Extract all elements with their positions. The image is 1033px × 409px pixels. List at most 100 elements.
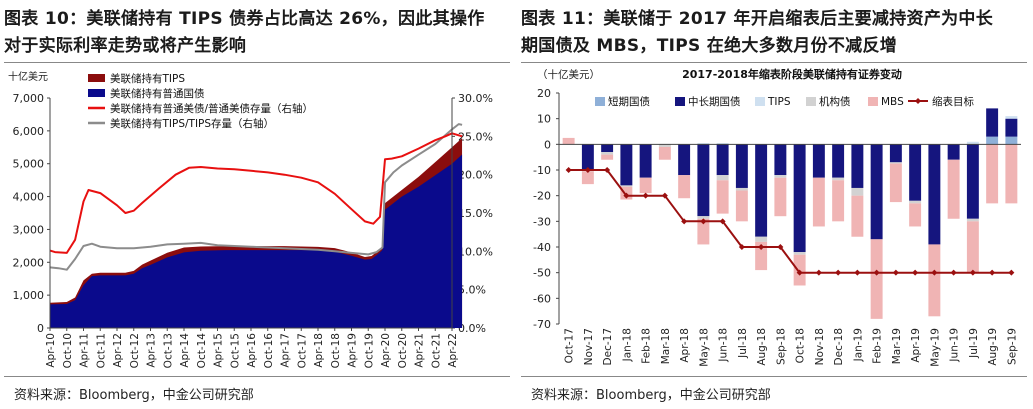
y-tick-label: -60 bbox=[533, 292, 551, 305]
left-y-tick-label: 1,000 bbox=[13, 289, 45, 302]
x-tick-label: Apr-21 bbox=[414, 333, 426, 368]
y-tick-label: -10 bbox=[533, 164, 551, 177]
left-y-tick-label: 0 bbox=[37, 322, 44, 335]
right-title-line2: 期国债及 MBS，TIPS 在绝大多数月份不减反增 bbox=[521, 36, 898, 56]
x-tick-label: Nov-17 bbox=[583, 328, 595, 365]
x-tick-label: Apr-17 bbox=[280, 333, 292, 368]
left-source-note: 资料来源：Bloomberg，中金公司研究部 bbox=[14, 388, 254, 403]
x-tick-label: Apr-12 bbox=[112, 333, 124, 368]
x-tick-label: Oct-17 bbox=[564, 328, 576, 363]
right-chart-subtitle: 2017-2018年缩表阶段美联储持有证券变动 bbox=[682, 67, 902, 81]
x-tick-label: Jan-18 bbox=[621, 328, 633, 362]
x-tick-label: Jun-18 bbox=[718, 328, 730, 363]
mid-long-term-bar bbox=[851, 144, 864, 188]
legend-label-tips: 美联储持有TIPS bbox=[110, 72, 185, 85]
left-area-chart: 十亿美元 0 1,000 2,000 3,000 4,000 5,000 6,000 7,000… bbox=[8, 70, 493, 368]
x-tick-label: Apr-16 bbox=[246, 333, 258, 368]
mbs-bar bbox=[697, 218, 710, 245]
mid-long-term-bar bbox=[735, 144, 748, 188]
tips-bar bbox=[697, 143, 710, 145]
agency-bar bbox=[851, 187, 864, 196]
legend-label-tips-bar: TIPS bbox=[767, 96, 791, 108]
legend-label-agency-bar: 机构债 bbox=[819, 95, 851, 108]
left-y-axis-label: 十亿美元 bbox=[8, 70, 48, 83]
right-y-tick-label: 0.0% bbox=[458, 322, 486, 335]
mbs-bar bbox=[889, 163, 902, 203]
taper-target-marker bbox=[931, 269, 938, 276]
legend-swatch-tips bbox=[88, 74, 105, 82]
right-y-tick-label: 30.0% bbox=[458, 92, 493, 105]
x-tick-label: Feb-18 bbox=[641, 328, 653, 364]
mbs-bar bbox=[928, 244, 941, 317]
mbs-bar bbox=[851, 195, 864, 237]
legend-swatch-tips-bar bbox=[755, 97, 765, 106]
right-y-tick-label: 10.0% bbox=[458, 245, 493, 258]
mid-long-term-bar bbox=[947, 144, 960, 160]
right-bar-chart: 2017-2018年缩表阶段美联储持有证券变动 （十亿美元） 20 10 0 -10 -20… bbox=[533, 67, 1021, 367]
x-tick-label: Apr-22 bbox=[447, 333, 459, 368]
x-tick-label: Mar-18 bbox=[660, 328, 672, 364]
mid-long-term-bar bbox=[832, 144, 845, 178]
mid-long-term-bar bbox=[697, 144, 710, 217]
agency-bar bbox=[620, 185, 633, 187]
agency-bar bbox=[601, 152, 614, 155]
x-tick-label: Apr-18 bbox=[313, 333, 325, 368]
taper-target-marker bbox=[604, 167, 611, 173]
agency-bar bbox=[774, 175, 787, 178]
mid-long-term-bar bbox=[909, 144, 922, 201]
right-source-divider bbox=[521, 376, 1027, 377]
x-tick-label: Oct-10 bbox=[62, 333, 74, 368]
tips-share-line bbox=[49, 123, 463, 271]
x-tick-label: May-18 bbox=[698, 328, 710, 367]
mbs-bar bbox=[735, 190, 748, 222]
mbs-bar bbox=[639, 177, 652, 194]
mid-long-term-bar bbox=[716, 144, 729, 176]
right-title-divider bbox=[521, 62, 1027, 63]
taper-target-marker bbox=[719, 218, 726, 225]
mid-long-term-bar bbox=[639, 144, 652, 178]
taper-target-marker bbox=[969, 269, 976, 276]
right-title-line1: 图表 11：美联储于 2017 年开启缩表后主要减持资产为中长 bbox=[521, 9, 994, 29]
legend-swatch-treasury bbox=[88, 89, 105, 97]
right-y-tick-label: 25.0% bbox=[458, 130, 493, 143]
x-tick-label: Apr-20 bbox=[380, 333, 392, 368]
right-y-tick-label: 5.0% bbox=[458, 284, 486, 297]
mid-long-term-bar bbox=[870, 144, 883, 240]
x-tick-label: Oct-13 bbox=[162, 333, 174, 368]
x-tick-label: Apr-18 bbox=[679, 328, 691, 363]
taper-target-marker bbox=[892, 269, 899, 276]
taper-target-marker bbox=[681, 218, 688, 225]
agency-bar bbox=[735, 187, 748, 191]
taper-target-marker bbox=[950, 269, 957, 276]
x-tick-label: Apr-14 bbox=[179, 333, 191, 368]
mid-long-term-bar bbox=[601, 144, 614, 153]
y-tick-label: 0 bbox=[544, 138, 551, 151]
legend-label-mid-long-term-bar: 中长期国债 bbox=[688, 95, 741, 108]
left-title-line2: 对于实际利率走势或将产生影响 bbox=[4, 36, 247, 56]
x-tick-label: Feb-19 bbox=[872, 328, 884, 364]
right-y-axis-label: （十亿美元） bbox=[537, 68, 600, 81]
agency-bar bbox=[755, 236, 768, 242]
legend-swatch-short-term-bar bbox=[595, 97, 605, 106]
taper-target-marker bbox=[815, 269, 822, 276]
taper-target-marker bbox=[796, 269, 803, 276]
taper-target-line bbox=[568, 169, 1012, 274]
mid-long-term-bar bbox=[620, 144, 633, 186]
mbs-bar bbox=[562, 137, 575, 145]
taper-target-marker bbox=[584, 167, 591, 173]
mid-long-term-bar bbox=[928, 144, 941, 245]
right-chart-title: 图表 11：美联储于 2017 年开启缩表后主要减持资产为中长 期国债及 MBS… bbox=[521, 6, 1027, 60]
mid-long-term-bar bbox=[1005, 118, 1018, 137]
taper-target-marker bbox=[912, 269, 919, 276]
x-tick-label: Oct-21 bbox=[430, 333, 442, 368]
short-term-bar bbox=[986, 136, 999, 145]
right-source-note: 资料来源：Bloomberg，中金公司研究部 bbox=[531, 388, 771, 403]
legend-swatch-mbs-bar bbox=[868, 97, 878, 106]
y-tick-label: 10 bbox=[537, 113, 551, 126]
taper-target-marker bbox=[642, 192, 649, 199]
agency-bar bbox=[966, 218, 979, 222]
taper-target-marker bbox=[565, 167, 572, 173]
agency-bar bbox=[716, 175, 729, 181]
left-title-line1: 图表 10：美联储持有 TIPS 债券占比高达 26%，因此其操作 bbox=[4, 9, 485, 29]
x-tick-label: Jun-19 bbox=[949, 328, 961, 363]
